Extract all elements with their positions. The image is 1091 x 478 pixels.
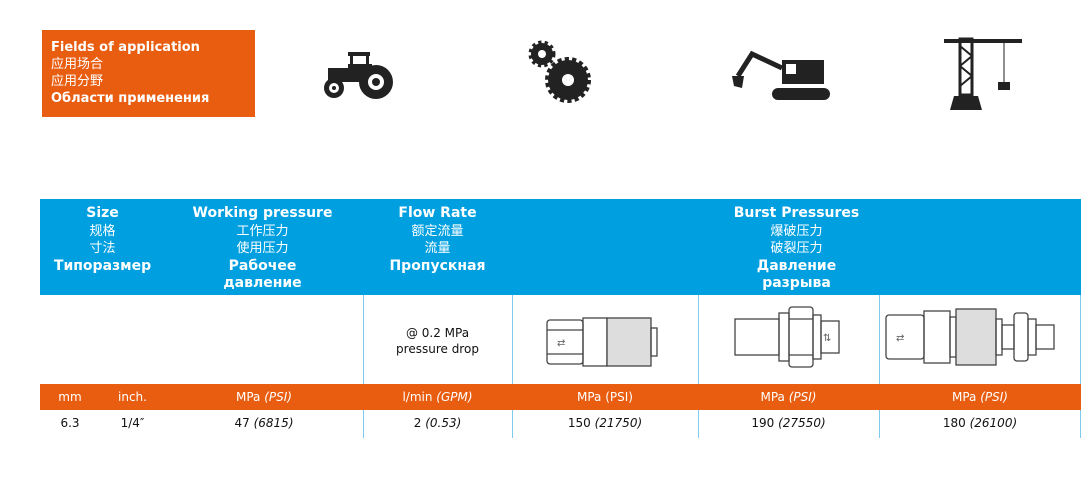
unit-burst3: MPa (PSI) — [952, 390, 1008, 404]
burst-zh1: 爆破压力 — [770, 223, 823, 239]
excavator-icon — [732, 50, 830, 100]
divider — [363, 295, 364, 438]
cell-burst2: 190 (27550) — [751, 416, 826, 430]
burst-zh2: 破裂压力 — [770, 241, 823, 256]
burst-en: Burst Pressures — [733, 205, 860, 221]
flow-note-line2: pressure drop — [396, 342, 479, 356]
flow-zh2: 流量 — [424, 241, 451, 256]
header-working-pressure: Working pressure 工作压力 使用压力 Рабочее давле… — [165, 205, 360, 293]
table-header: Size 规格 寸法 Типоразмер Working pressure 工… — [40, 199, 1081, 295]
divider — [879, 295, 880, 438]
app-title-zh1: 应用场合 — [51, 57, 104, 72]
coupler-male-icon: ⇅ — [734, 306, 840, 368]
cell-mm: 6.3 — [60, 416, 80, 430]
header-size: Size 规格 寸法 Типоразмер — [40, 205, 165, 275]
cell-inch: 1/4″ — [120, 416, 145, 430]
cell-burst3: 180 (26100) — [942, 416, 1018, 430]
units-row: mm inch. MPa (PSI) l/min (GPM) MPa (PSI)… — [40, 384, 1081, 410]
divider — [512, 295, 513, 438]
unit-burst1: MPa (PSI) — [577, 390, 633, 404]
size-ru: Типоразмер — [53, 257, 152, 274]
cell-wp: 47 (6815) — [234, 416, 294, 430]
unit-burst2: MPa (PSI) — [760, 390, 817, 404]
svg-text:⇄: ⇄ — [557, 338, 565, 349]
fields-of-application-box: Fields of application 应用场合 应用分野 Области … — [42, 30, 255, 117]
unit-flow: l/min (GPM) — [402, 390, 473, 404]
burst-ru2: разрыва — [762, 275, 831, 291]
flow-zh1: 额定流量 — [411, 223, 464, 239]
size-zh1: 规格 — [89, 223, 116, 239]
flow-en: Flow Rate — [398, 205, 477, 221]
svg-text:⇄: ⇄ — [896, 333, 904, 344]
wp-ru2: давление — [223, 275, 302, 291]
coupler-assembly-icon: ⇄ — [885, 308, 1055, 366]
size-zh2: 寸法 — [89, 241, 116, 256]
app-title-zh2: 应用分野 — [51, 74, 104, 89]
wp-zh2: 使用压力 — [236, 241, 289, 256]
flow-note: @ 0.2 MPa pressure drop — [363, 325, 512, 357]
wp-ru1: Рабочее — [228, 257, 297, 274]
app-title-ru: Области применения — [51, 91, 210, 106]
coupler-female-icon: ⇄ — [546, 317, 658, 367]
burst-ru1: Давление — [756, 257, 837, 274]
cell-burst1: 150 (21750) — [567, 416, 643, 430]
table-row: 6.3 1/4″ 47 (6815) 2 (0.53) 150 (21750) … — [40, 410, 1081, 438]
crane-icon — [944, 37, 1022, 110]
wp-zh1: 工作压力 — [236, 223, 289, 239]
unit-inch: inch. — [118, 390, 147, 404]
tractor-icon — [324, 52, 393, 99]
svg-text:⇅: ⇅ — [823, 333, 831, 344]
divider — [698, 295, 699, 438]
wp-en: Working pressure — [192, 205, 333, 221]
size-en: Size — [86, 205, 119, 221]
unit-mm: mm — [58, 390, 82, 404]
header-burst-pressures: Burst Pressures 爆破压力 破裂压力 Давление разры… — [512, 205, 1081, 293]
divider — [1080, 295, 1081, 438]
header-flow-rate: Flow Rate 额定流量 流量 Пропускная — [363, 205, 512, 275]
flow-note-line1: @ 0.2 MPa — [405, 326, 470, 340]
unit-wp: MPa (PSI) — [236, 390, 292, 404]
flow-ru: Пропускная — [389, 257, 486, 274]
gears-icon — [528, 40, 591, 103]
cell-flow: 2 (0.53) — [413, 416, 462, 430]
app-title-en: Fields of application — [51, 40, 200, 55]
